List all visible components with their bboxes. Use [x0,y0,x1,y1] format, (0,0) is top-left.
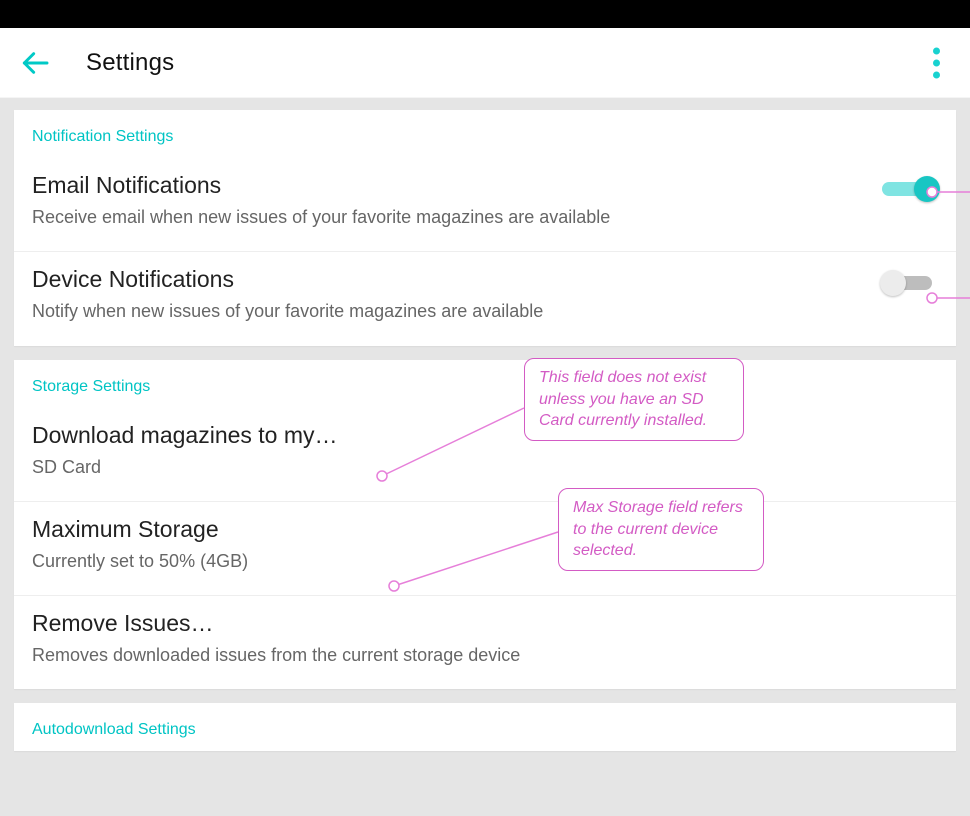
content-area: Notification Settings Email Notification… [0,98,970,816]
download-to-subtitle: SD Card [32,455,938,479]
autodownload-settings-header: Autodownload Settings [14,703,956,751]
notification-settings-header: Notification Settings [14,110,956,158]
notification-settings-card: Notification Settings Email Notification… [14,110,956,346]
remove-issues-subtitle: Removes downloaded issues from the curre… [32,643,938,667]
max-storage-title: Maximum Storage [32,516,938,543]
device-notifications-title: Device Notifications [32,266,938,293]
download-to-row[interactable]: Download magazines to my… SD Card [14,408,956,502]
device-notifications-toggle[interactable] [882,270,938,294]
status-bar [0,0,970,28]
autodownload-settings-card: Autodownload Settings [14,703,956,751]
max-storage-subtitle: Currently set to 50% (4GB) [32,549,938,573]
page-title: Settings [86,49,174,77]
email-notifications-title: Email Notifications [32,172,938,199]
email-notifications-row[interactable]: Email Notifications Receive email when n… [14,158,956,252]
back-arrow-icon[interactable] [18,46,52,80]
max-storage-row[interactable]: Maximum Storage Currently set to 50% (4G… [14,502,956,596]
device-notifications-row[interactable]: Device Notifications Notify when new iss… [14,252,956,345]
download-to-title: Download magazines to my… [32,422,938,449]
device-notifications-subtitle: Notify when new issues of your favorite … [32,299,938,323]
remove-issues-row[interactable]: Remove Issues… Removes downloaded issues… [14,596,956,689]
app-bar: Settings [0,28,970,98]
overflow-menu-icon[interactable] [933,47,940,78]
email-notifications-subtitle: Receive email when new issues of your fa… [32,205,938,229]
storage-settings-card: Storage Settings Download magazines to m… [14,360,956,690]
email-notifications-toggle[interactable] [882,176,938,200]
remove-issues-title: Remove Issues… [32,610,938,637]
storage-settings-header: Storage Settings [14,360,956,408]
